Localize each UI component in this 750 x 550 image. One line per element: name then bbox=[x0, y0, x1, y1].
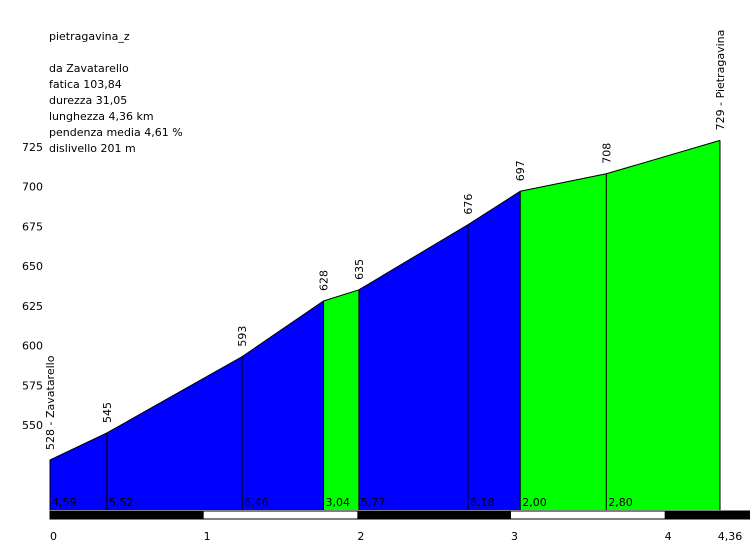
segment-grade-label: 4,59 bbox=[52, 496, 77, 509]
elevation-labels: 528 - Zavatarello 545 593 628 635 676 697 708 72… bbox=[44, 30, 727, 450]
profile-segment-8 bbox=[606, 140, 720, 510]
segment-grade-label: 5,52 bbox=[109, 496, 133, 509]
elevation-label: 628 bbox=[318, 270, 331, 291]
x-tick-label: 3 bbox=[511, 530, 518, 543]
profile-segment-3 bbox=[242, 300, 324, 510]
scale-bar-km bbox=[50, 511, 204, 519]
y-tick-label: 650 bbox=[22, 260, 43, 273]
elevation-label: 697 bbox=[514, 160, 527, 181]
x-tick-label: 4,36 bbox=[718, 530, 743, 543]
profile-segment-5 bbox=[358, 224, 468, 510]
durezza-value: durezza 31,05 bbox=[49, 94, 128, 107]
scale-bar-km bbox=[357, 511, 512, 519]
y-tick-label: 600 bbox=[22, 340, 43, 353]
profile-segment-6 bbox=[467, 191, 521, 510]
profile-segment-4 bbox=[323, 289, 359, 510]
segment-grade-label: 2,80 bbox=[608, 496, 633, 509]
profile-segments bbox=[49, 139, 721, 510]
x-tick-label: 1 bbox=[204, 530, 211, 543]
dislivello-value: dislivello 201 m bbox=[49, 142, 136, 155]
elevation-label: 545 bbox=[101, 402, 114, 423]
y-tick-label: 625 bbox=[22, 300, 43, 313]
segment-dividers bbox=[49, 140, 721, 510]
elevation-label: 635 bbox=[353, 259, 366, 280]
fatica-value: fatica 103,84 bbox=[49, 78, 122, 91]
segment-grade-label: 2,00 bbox=[522, 496, 547, 509]
y-tick-label: 700 bbox=[22, 181, 43, 194]
elevation-label: 729 - Pietragavina bbox=[714, 30, 727, 131]
y-axis: 550 575 600 625 650 675 700 725 bbox=[22, 141, 43, 432]
y-tick-label: 725 bbox=[22, 141, 43, 154]
elevation-label: 528 - Zavatarello bbox=[44, 355, 57, 450]
profile-name: pietragavina_z bbox=[49, 30, 130, 43]
segment-grade-label: 6,18 bbox=[470, 496, 495, 509]
elevation-label: 593 bbox=[236, 326, 249, 347]
y-tick-label: 575 bbox=[22, 379, 43, 392]
profile-segment-7 bbox=[520, 173, 607, 510]
profile-segment-1 bbox=[50, 432, 107, 510]
x-axis: 0 1 2 3 4 4,36 bbox=[50, 530, 742, 543]
start-location: da Zavatarello bbox=[49, 62, 129, 75]
y-tick-label: 550 bbox=[22, 419, 43, 432]
y-tick-label: 675 bbox=[22, 220, 43, 233]
elevation-label: 676 bbox=[462, 194, 475, 215]
scale-bar-km bbox=[664, 511, 750, 519]
x-tick-label: 2 bbox=[357, 530, 364, 543]
x-tick-label: 4 bbox=[665, 530, 672, 543]
segment-grade-labels: 4,59 5,52 6,46 3,04 5,77 6,18 2,00 2,80 bbox=[52, 496, 633, 509]
elevation-label: 708 bbox=[600, 143, 613, 164]
x-tick-label: 0 bbox=[50, 530, 57, 543]
segment-grade-label: 5,77 bbox=[361, 496, 386, 509]
segment-grade-label: 3,04 bbox=[326, 496, 351, 509]
lunghezza-value: lunghezza 4,36 km bbox=[49, 110, 154, 123]
segment-grade-label: 6,46 bbox=[244, 496, 269, 509]
pendenza-value: pendenza media 4,61 % bbox=[49, 126, 183, 139]
profile-segment-2 bbox=[106, 356, 243, 510]
distance-scale-bar bbox=[49, 510, 750, 520]
